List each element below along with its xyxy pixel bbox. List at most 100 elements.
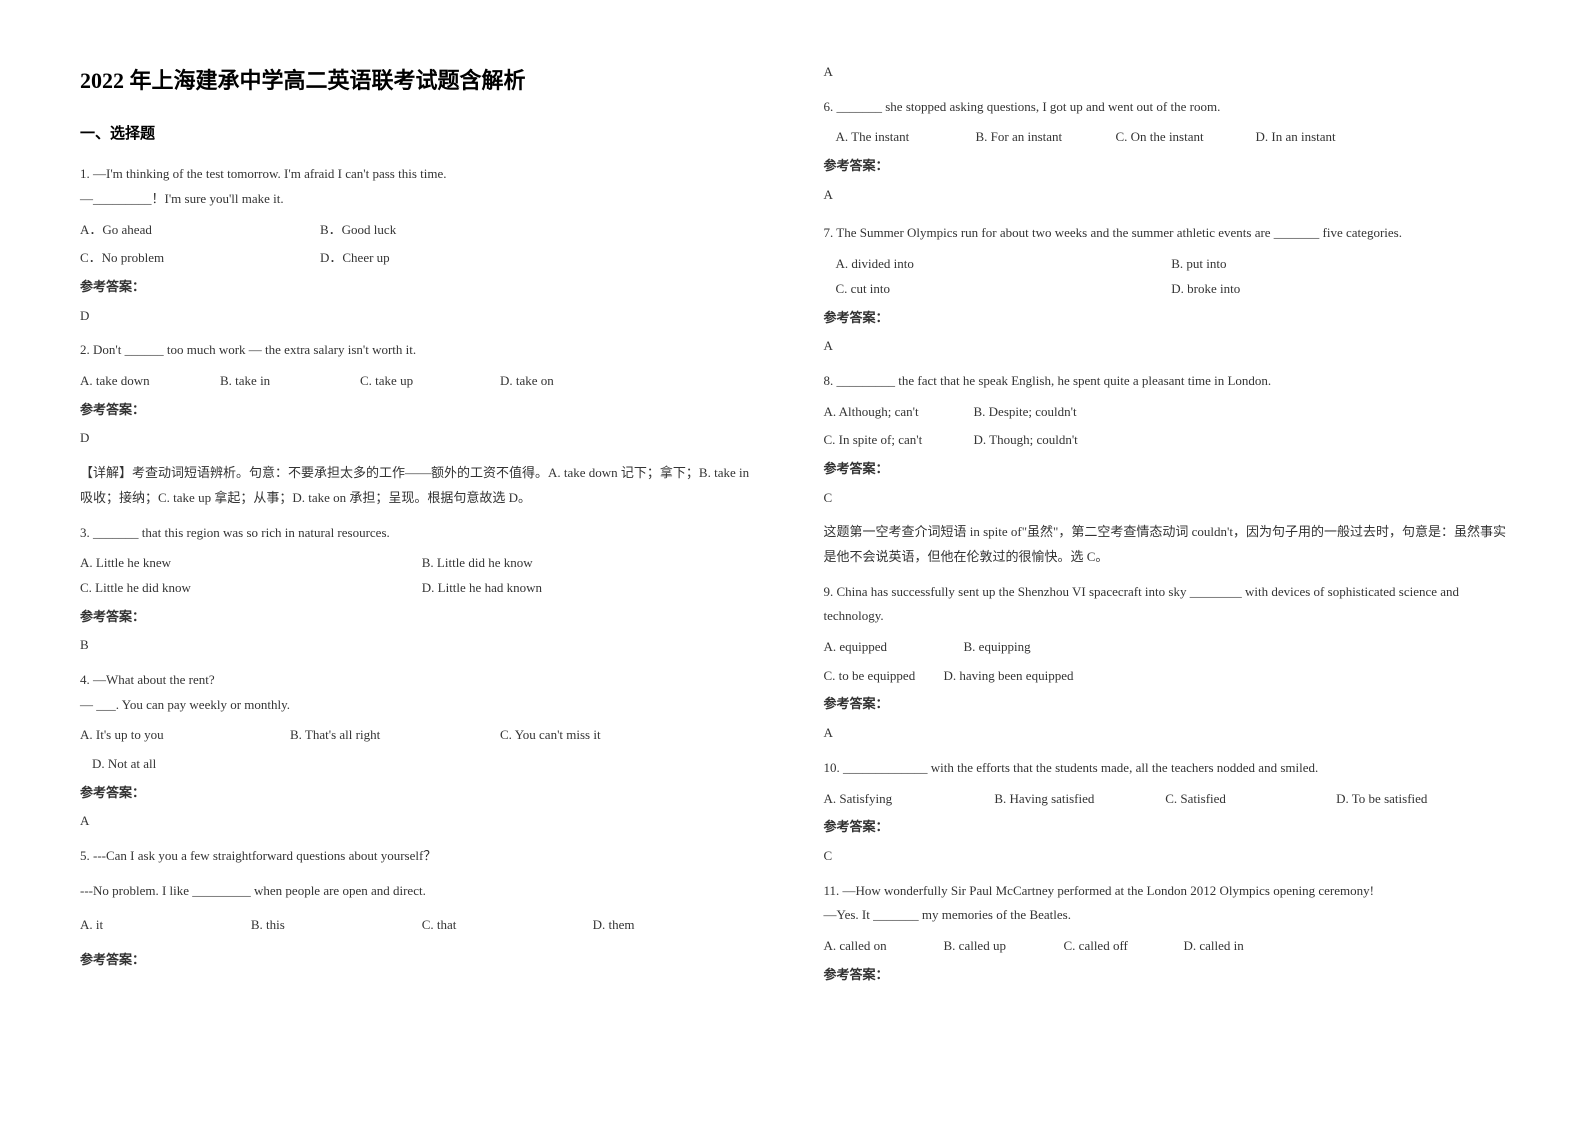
answer-label: 参考答案：	[824, 963, 1508, 988]
explanation: 这题第一空考查介词短语 in spite of"虽然"，第二空考查情态动词 co…	[824, 520, 1508, 569]
question-text: 8. _________ the fact that he speak Engl…	[824, 369, 1508, 394]
option-b: B. called up	[944, 934, 1044, 959]
question-options: A. take down B. take in C. take up D. ta…	[80, 369, 764, 394]
right-column: A 6. _______ she stopped asking question…	[824, 60, 1508, 1062]
option-c: C. On the instant	[1116, 125, 1216, 150]
answer-label: 参考答案：	[80, 781, 764, 806]
answer-value: D	[80, 304, 764, 329]
question-options: A．Go ahead B．Good luck	[80, 218, 764, 243]
question-text: 5. ---Can I ask you a few straightforwar…	[80, 844, 764, 869]
option-a: A. it	[80, 913, 251, 938]
option-d: D. them	[593, 913, 764, 938]
option-c: C. take up	[360, 369, 460, 394]
question-9: 9. China has successfully sent up the Sh…	[824, 580, 1508, 629]
question-text: 1. —I'm thinking of the test tomorrow. I…	[80, 162, 764, 187]
option-d: D. having been equipped	[944, 664, 1074, 689]
option-a: A. Although; can't	[824, 400, 964, 425]
question-text: 2. Don't ______ too much work — the extr…	[80, 338, 764, 363]
question-options: A. Satisfying B. Having satisfied C. Sat…	[824, 787, 1508, 812]
option-c: C. to be equipped	[824, 664, 924, 689]
question-options: A. called on B. called up C. called off …	[824, 934, 1508, 959]
option-d: D. To be satisfied	[1336, 787, 1507, 812]
question-text: —_________！I'm sure you'll make it.	[80, 187, 764, 212]
option-d: D. In an instant	[1256, 125, 1356, 150]
question-3: 3. _______ that this region was so rich …	[80, 521, 764, 546]
option-a: A. Little he knew	[80, 551, 422, 576]
option-d: D. take on	[500, 369, 600, 394]
option-a: A. It's up to you	[80, 723, 290, 748]
option-b: B. Little did he know	[422, 551, 764, 576]
option-d: D. called in	[1184, 934, 1284, 959]
option-b: B. equipping	[964, 635, 1064, 660]
answer-label: 参考答案：	[824, 692, 1508, 717]
question-2: 2. Don't ______ too much work — the extr…	[80, 338, 764, 363]
question-options: A. it B. this C. that D. them	[80, 913, 764, 938]
question-text: —Yes. It _______ my memories of the Beat…	[824, 903, 1508, 928]
option-c: C. In spite of; can't	[824, 428, 964, 453]
option-a: A. divided into	[836, 252, 1172, 277]
question-text: 4. —What about the rent?	[80, 668, 764, 693]
answer-label: 参考答案：	[80, 605, 764, 630]
option-d: D. broke into	[1171, 277, 1507, 302]
question-options: A. divided into B. put into	[824, 252, 1508, 277]
option-b: B. put into	[1171, 252, 1507, 277]
question-text: 9. China has successfully sent up the Sh…	[824, 580, 1508, 629]
question-1: 1. —I'm thinking of the test tomorrow. I…	[80, 162, 764, 211]
question-text: 11. —How wonderfully Sir Paul McCartney …	[824, 879, 1508, 904]
answer-label: 参考答案：	[824, 306, 1508, 331]
option-a: A. The instant	[836, 125, 936, 150]
question-11: 11. —How wonderfully Sir Paul McCartney …	[824, 879, 1508, 928]
option-a: A. called on	[824, 934, 924, 959]
answer-label: 参考答案：	[80, 398, 764, 423]
question-6: 6. _______ she stopped asking questions,…	[824, 95, 1508, 120]
option-b: B．Good luck	[320, 218, 480, 243]
option-b: B. take in	[220, 369, 320, 394]
question-options: A. It's up to you B. That's all right C.…	[80, 723, 764, 748]
answer-label: 参考答案：	[80, 948, 764, 973]
answer-value: A	[824, 60, 1508, 85]
option-b: B. this	[251, 913, 422, 938]
option-c: C. called off	[1064, 934, 1164, 959]
answer-value: C	[824, 486, 1508, 511]
option-a: A. Satisfying	[824, 787, 995, 812]
explanation: 【详解】考查动词短语辨析。句意：不要承担太多的工作——额外的工资不值得。A. t…	[80, 461, 764, 510]
question-text: — ___. You can pay weekly or monthly.	[80, 693, 764, 718]
option-a: A. take down	[80, 369, 180, 394]
option-c: C．No problem	[80, 246, 240, 271]
option-c: C. cut into	[836, 277, 1172, 302]
option-c: C. Little he did know	[80, 576, 422, 601]
question-options: C．No problem D．Cheer up	[80, 246, 764, 271]
answer-label: 参考答案：	[80, 275, 764, 300]
option-c: C. that	[422, 913, 593, 938]
option-b: B. Despite; couldn't	[974, 400, 1077, 425]
option-a: A. equipped	[824, 635, 924, 660]
question-options: A. Little he knew B. Little did he know	[80, 551, 764, 576]
question-options: C. In spite of; can't D. Though; couldn'…	[824, 428, 1508, 453]
question-4: 4. —What about the rent? — ___. You can …	[80, 668, 764, 717]
option-c: C. You can't miss it	[500, 723, 601, 748]
question-8: 8. _________ the fact that he speak Engl…	[824, 369, 1508, 394]
question-options: C. Little he did know D. Little he had k…	[80, 576, 764, 601]
question-7: 7. The Summer Olympics run for about two…	[824, 221, 1508, 246]
answer-value: A	[824, 183, 1508, 208]
answer-label: 参考答案：	[824, 154, 1508, 179]
answer-value: A	[824, 721, 1508, 746]
question-options: C. to be equipped D. having been equippe…	[824, 664, 1508, 689]
question-text: 6. _______ she stopped asking questions,…	[824, 95, 1508, 120]
question-text: 7. The Summer Olympics run for about two…	[824, 221, 1508, 246]
question-text: 3. _______ that this region was so rich …	[80, 521, 764, 546]
section-heading: 一、选择题	[80, 120, 764, 149]
question-options: A. Although; can't B. Despite; couldn't	[824, 400, 1508, 425]
question-text: 10. _____________ with the efforts that …	[824, 756, 1508, 781]
answer-value: A	[80, 809, 764, 834]
left-column: 2022 年上海建承中学高二英语联考试题含解析 一、选择题 1. —I'm th…	[80, 60, 764, 1062]
answer-value: B	[80, 633, 764, 658]
answer-value: A	[824, 334, 1508, 359]
page-title: 2022 年上海建承中学高二英语联考试题含解析	[80, 60, 764, 102]
option-b: B. That's all right	[290, 723, 500, 748]
answer-value: C	[824, 844, 1508, 869]
option-a: A．Go ahead	[80, 218, 240, 243]
answer-label: 参考答案：	[824, 457, 1508, 482]
question-options: A. The instant B. For an instant C. On t…	[824, 125, 1508, 150]
option-d: D. Not at all	[80, 752, 764, 777]
